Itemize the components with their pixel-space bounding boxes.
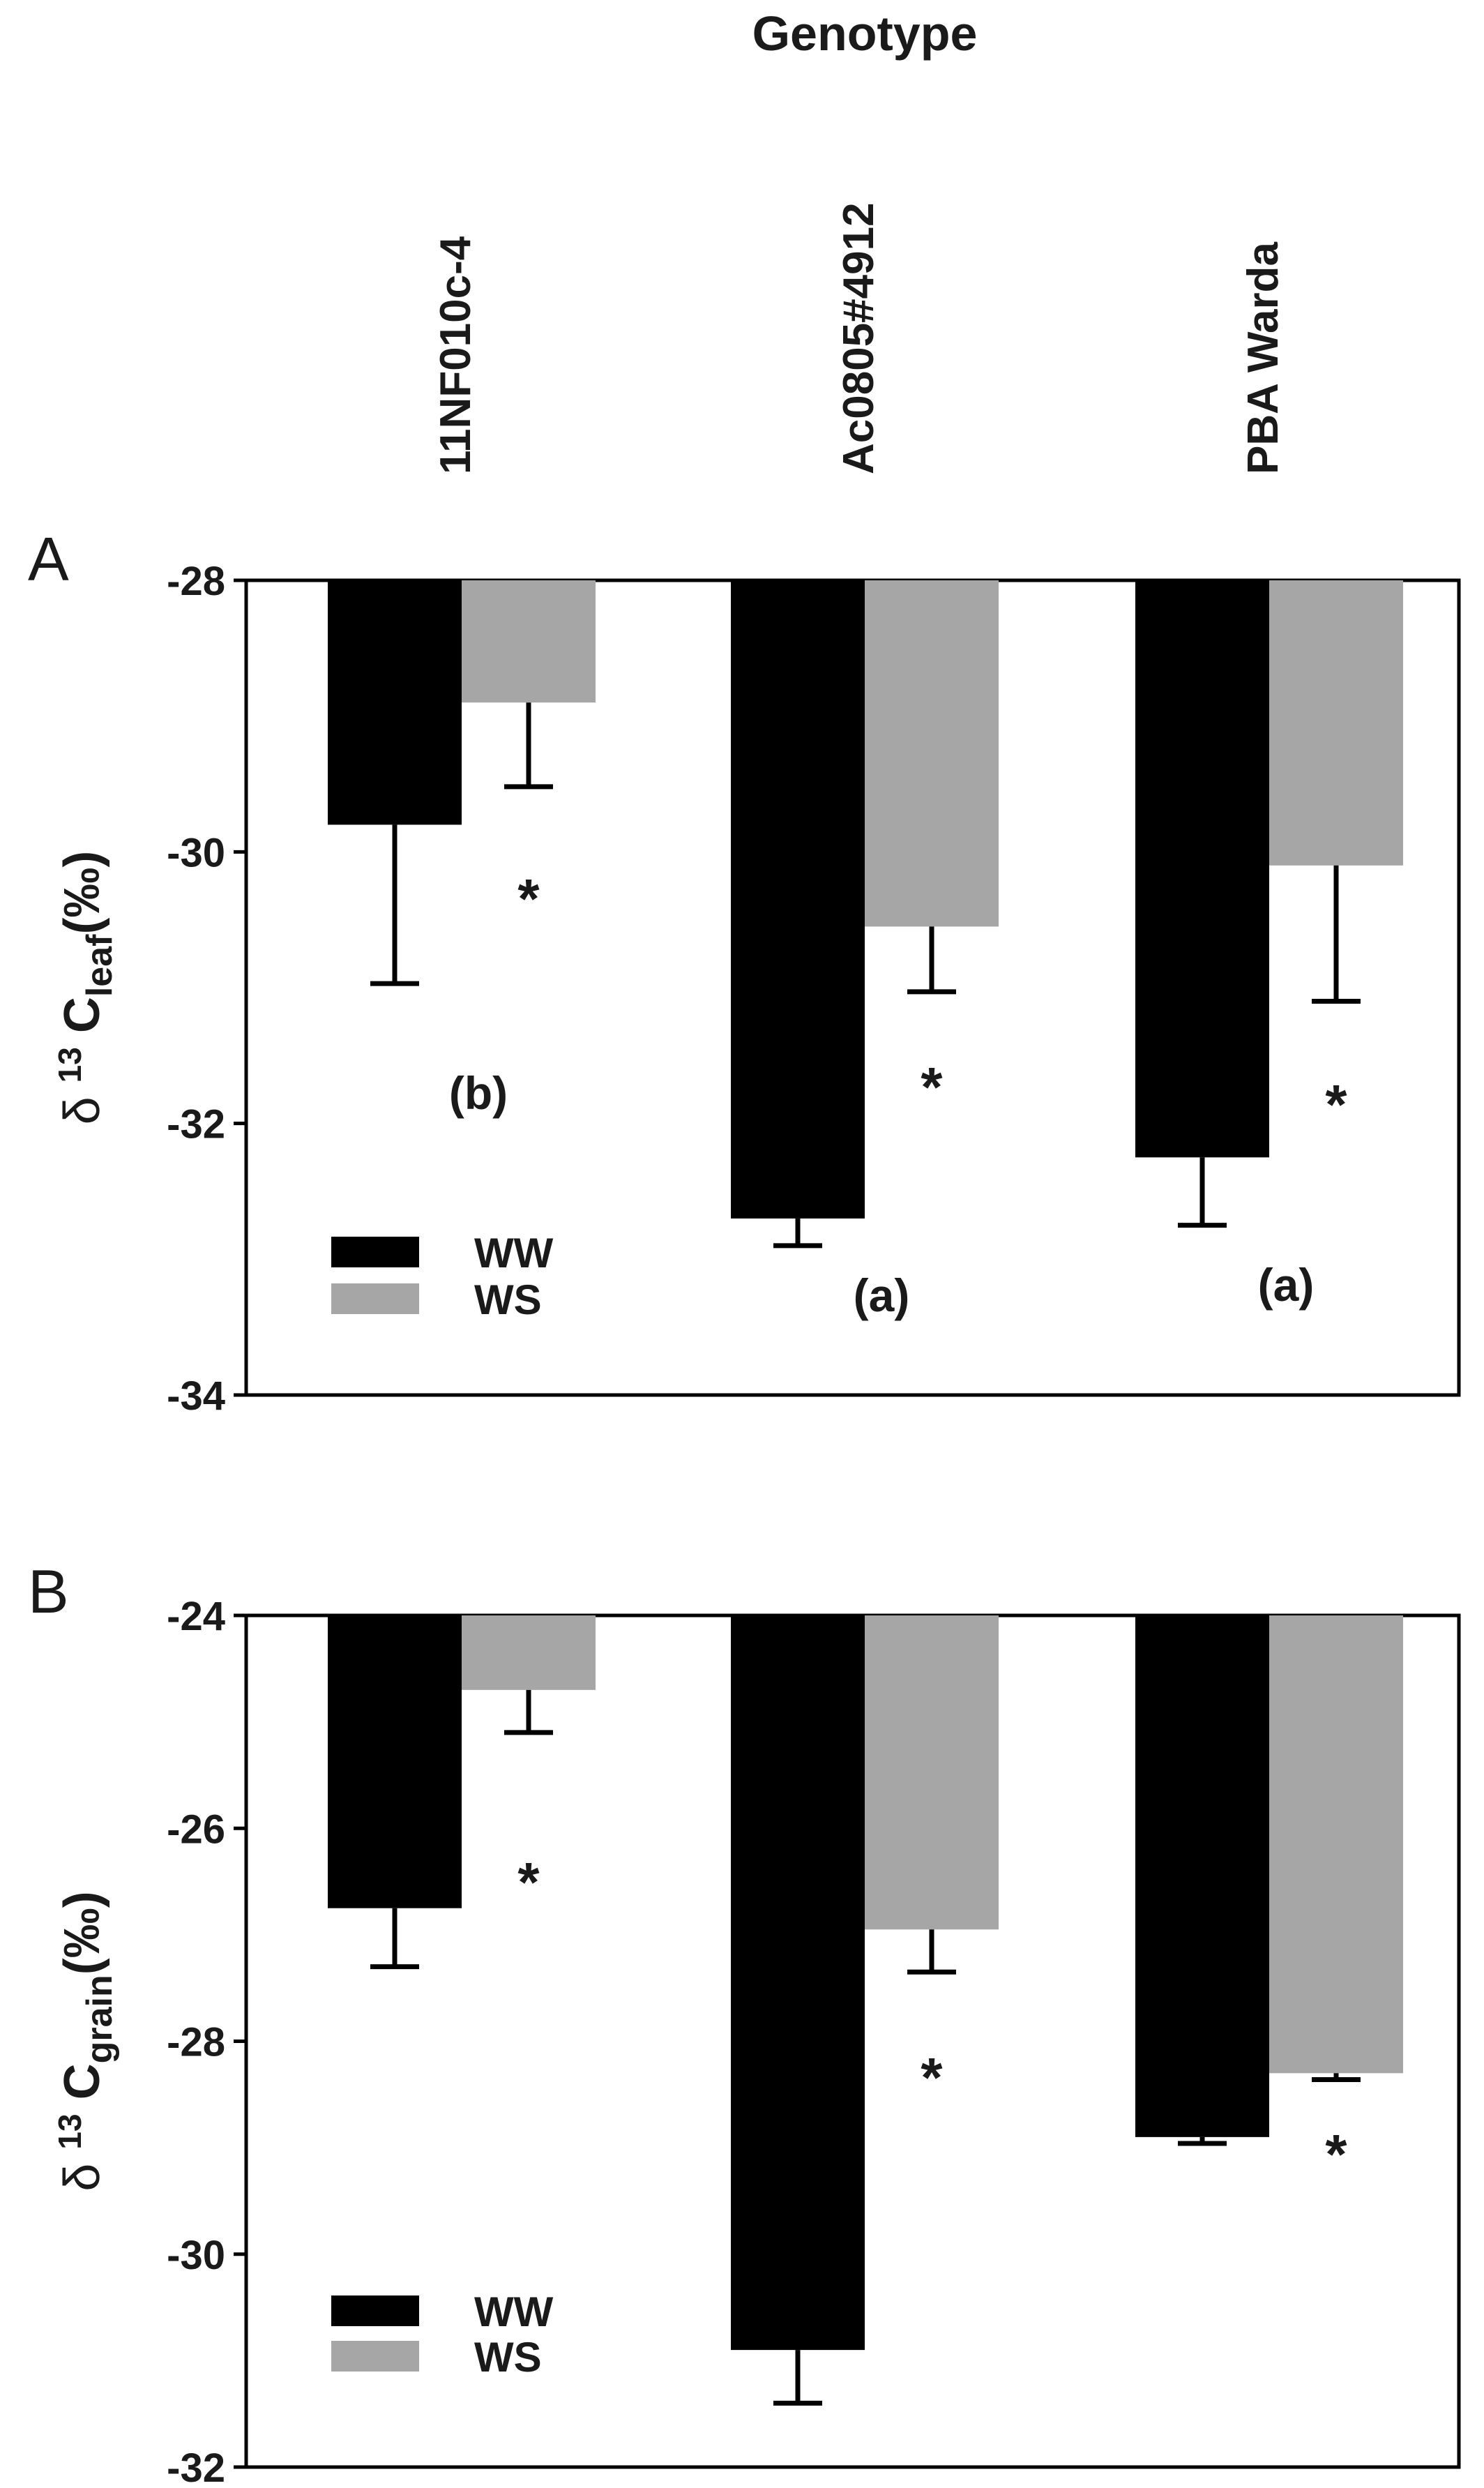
- y-tick-label: -32: [167, 2445, 225, 2488]
- group-letter-annotation: (b): [449, 1067, 508, 1119]
- chart-title: Genotype: [752, 6, 978, 61]
- y-tick-label: -24: [167, 1594, 225, 1639]
- y-axis-label: δ 13 Cgrain(‰): [52, 1891, 120, 2191]
- legend-label: WS: [474, 2334, 542, 2381]
- significance-star: *: [921, 1056, 943, 1118]
- significance-star: *: [517, 1851, 540, 1913]
- legend-swatch: [331, 2341, 419, 2372]
- bar-ws: [462, 580, 596, 703]
- y-tick-label: -30: [167, 2233, 225, 2278]
- y-tick-label: -32: [167, 1102, 225, 1147]
- bar-ww: [731, 1615, 865, 2351]
- panel-a: A -28 -30 -32 -34 δ 13 Cleaf(‰) * * * (b) (a) (a) WW…: [28, 525, 1461, 1419]
- bar-ws: [865, 580, 999, 927]
- significance-star: *: [921, 2046, 943, 2109]
- group-letter-annotation: (a): [1258, 1259, 1315, 1311]
- y-tick-label: -34: [167, 1373, 225, 1419]
- y-tick-label: -28: [167, 2020, 225, 2065]
- y-axis-label: δ 13 Cleaf(‰): [52, 851, 120, 1125]
- bar-ww: [1135, 1615, 1269, 2137]
- legend-swatch: [331, 1237, 419, 1267]
- bar-ww: [328, 580, 462, 825]
- legend-label: WS: [474, 1276, 542, 1323]
- panel-letter: A: [28, 525, 69, 594]
- bar-ww: [731, 580, 865, 1219]
- genotype-label: PBA Warda: [1239, 241, 1287, 474]
- group-letter-annotation: (a): [854, 1269, 910, 1321]
- bar-ws: [1269, 1615, 1403, 2074]
- significance-star: *: [517, 868, 540, 930]
- y-tick-label: -26: [167, 1807, 225, 1852]
- bar-ww: [328, 1615, 462, 1908]
- legend-label: WW: [474, 1230, 554, 1276]
- genotype-label: Ac0805#4912: [835, 202, 883, 474]
- bar-ww: [1135, 580, 1269, 1158]
- bar-ws: [865, 1615, 999, 1930]
- significance-star: *: [1325, 2123, 1347, 2185]
- y-tick-label: -30: [167, 830, 225, 875]
- legend-label: WW: [474, 2289, 554, 2335]
- bar-ws: [1269, 580, 1403, 866]
- legend-swatch: [331, 1283, 419, 1314]
- bar-ws: [462, 1615, 596, 1690]
- panel-letter: B: [28, 1557, 69, 1626]
- legend-swatch: [331, 2295, 419, 2326]
- genotype-label: 11NF010c-4: [432, 236, 480, 474]
- significance-star: *: [1325, 1073, 1347, 1136]
- y-tick-label: -28: [167, 559, 225, 604]
- genotype-labels: 11NF010c-4 Ac0805#4912 PBA Warda: [432, 202, 1287, 474]
